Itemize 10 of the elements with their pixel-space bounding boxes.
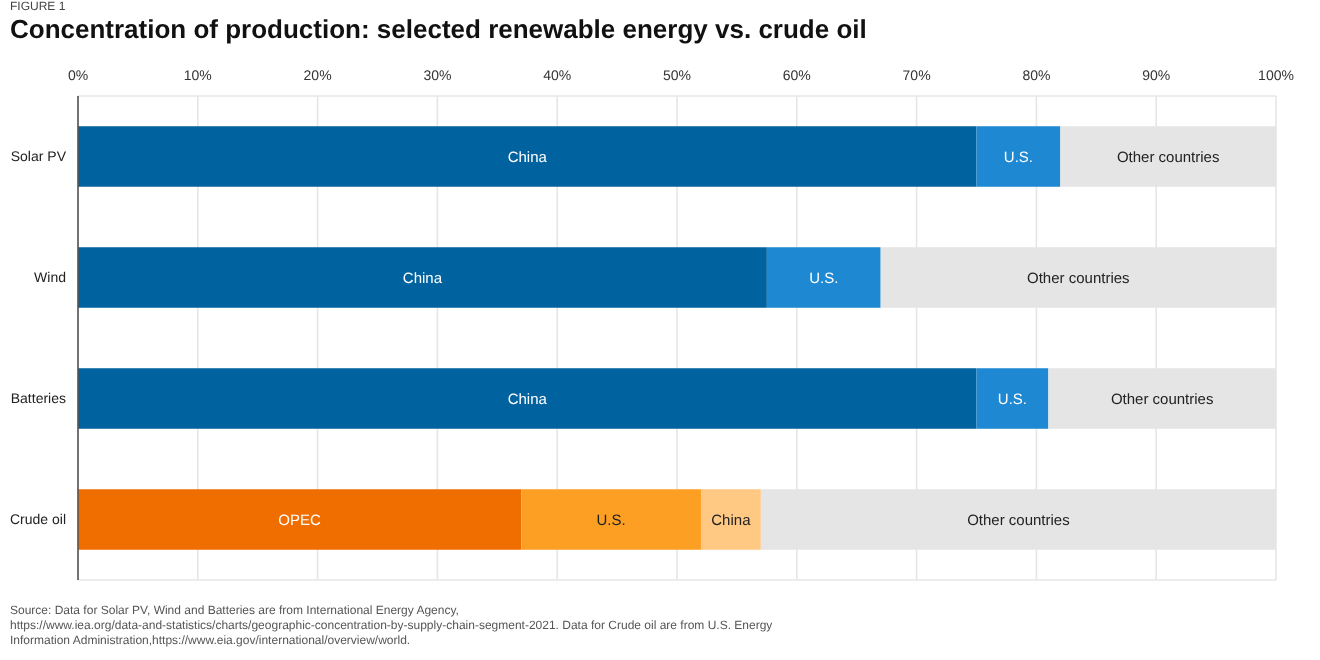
bar [521, 489, 701, 550]
bar [700, 489, 761, 550]
bar [78, 247, 767, 308]
bar [976, 126, 1061, 187]
bar [78, 489, 522, 550]
chart-title: Concentration of production: selected renewable energy vs. crude oil [10, 14, 867, 44]
bar [78, 368, 977, 429]
bar [976, 368, 1049, 429]
bar [78, 126, 977, 187]
bar [766, 247, 881, 308]
